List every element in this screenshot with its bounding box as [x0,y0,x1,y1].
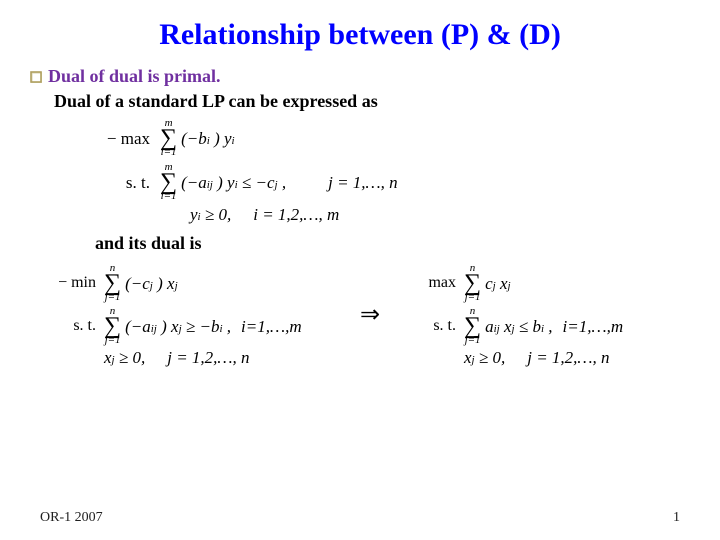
c1-expr-3: aij xj ≤ bi , [485,318,552,335]
st-label-3: s. t. [400,318,464,334]
bullet-text: Dual of dual is primal. [48,66,221,87]
sum-icon: n ∑ j=1 [104,263,121,303]
c2-expr-2: xj ≥ 0, [104,349,145,366]
c2-range-1: i = 1,2,…, m [253,206,339,223]
slide-title: Relationship between (P) & (D) [40,18,680,52]
subline-text: Dual of a standard LP can be expressed a… [54,91,680,112]
c1-range-2: i=1,…,m [241,318,302,335]
math-block-2: − min n ∑ j=1 (−cj ) xj s. t. n ∑ j=1 (−… [40,260,340,369]
obj-label-3: max [400,275,464,291]
page-number: 1 [673,510,680,526]
obj-label-1: − max [40,130,160,147]
obj-expr-2: (−cj ) xj [125,275,178,292]
footer-left: OR-1 2007 [40,510,103,526]
math-block-1: − max m ∑ i=1 (−bi ) yi s. t. m ∑ i=1 (−… [40,118,680,223]
math-block-3: max n ∑ j=1 cj xj s. t. n ∑ j=1 aij xj ≤… [400,260,660,369]
slide: Relationship between (P) & (D) Dual of d… [0,0,720,540]
c2-range-2: j = 1,2,…, n [167,349,249,366]
bullet-line: Dual of dual is primal. [30,66,680,87]
st-label-1: s. t. [40,174,160,191]
st-label-2: s. t. [40,318,104,334]
dual-columns: − min n ∑ j=1 (−cj ) xj s. t. n ∑ j=1 (−… [40,260,680,369]
implies-arrow: ⇒ [340,300,400,329]
c2-range-3: j = 1,2,…, n [527,349,609,366]
footer: OR-1 2007 1 [40,510,680,526]
obj-label-2: − min [40,275,104,291]
c1-range-3: i=1,…,m [563,318,624,335]
c2-expr-1: yi ≥ 0, [190,206,231,223]
c2-expr-3: xj ≥ 0, [464,349,505,366]
sum-icon: m ∑ i=1 [160,162,177,202]
sum-icon: n ∑ j=1 [464,263,481,303]
obj-expr-1: (−bi ) yi [181,130,234,147]
square-bullet-icon [30,71,42,83]
c1-expr-1: (−aij ) yi ≤ −cj , [181,174,286,191]
c1-range-1: j = 1,…, n [328,174,398,191]
c1-expr-2: (−aij ) xj ≥ −bi , [125,318,231,335]
sum-icon: m ∑ i=1 [160,118,177,158]
sum-icon: n ∑ j=1 [104,306,121,346]
sum-icon: n ∑ j=1 [464,306,481,346]
subheading-text: and its dual is [95,233,680,254]
obj-expr-3: cj xj [485,275,510,292]
